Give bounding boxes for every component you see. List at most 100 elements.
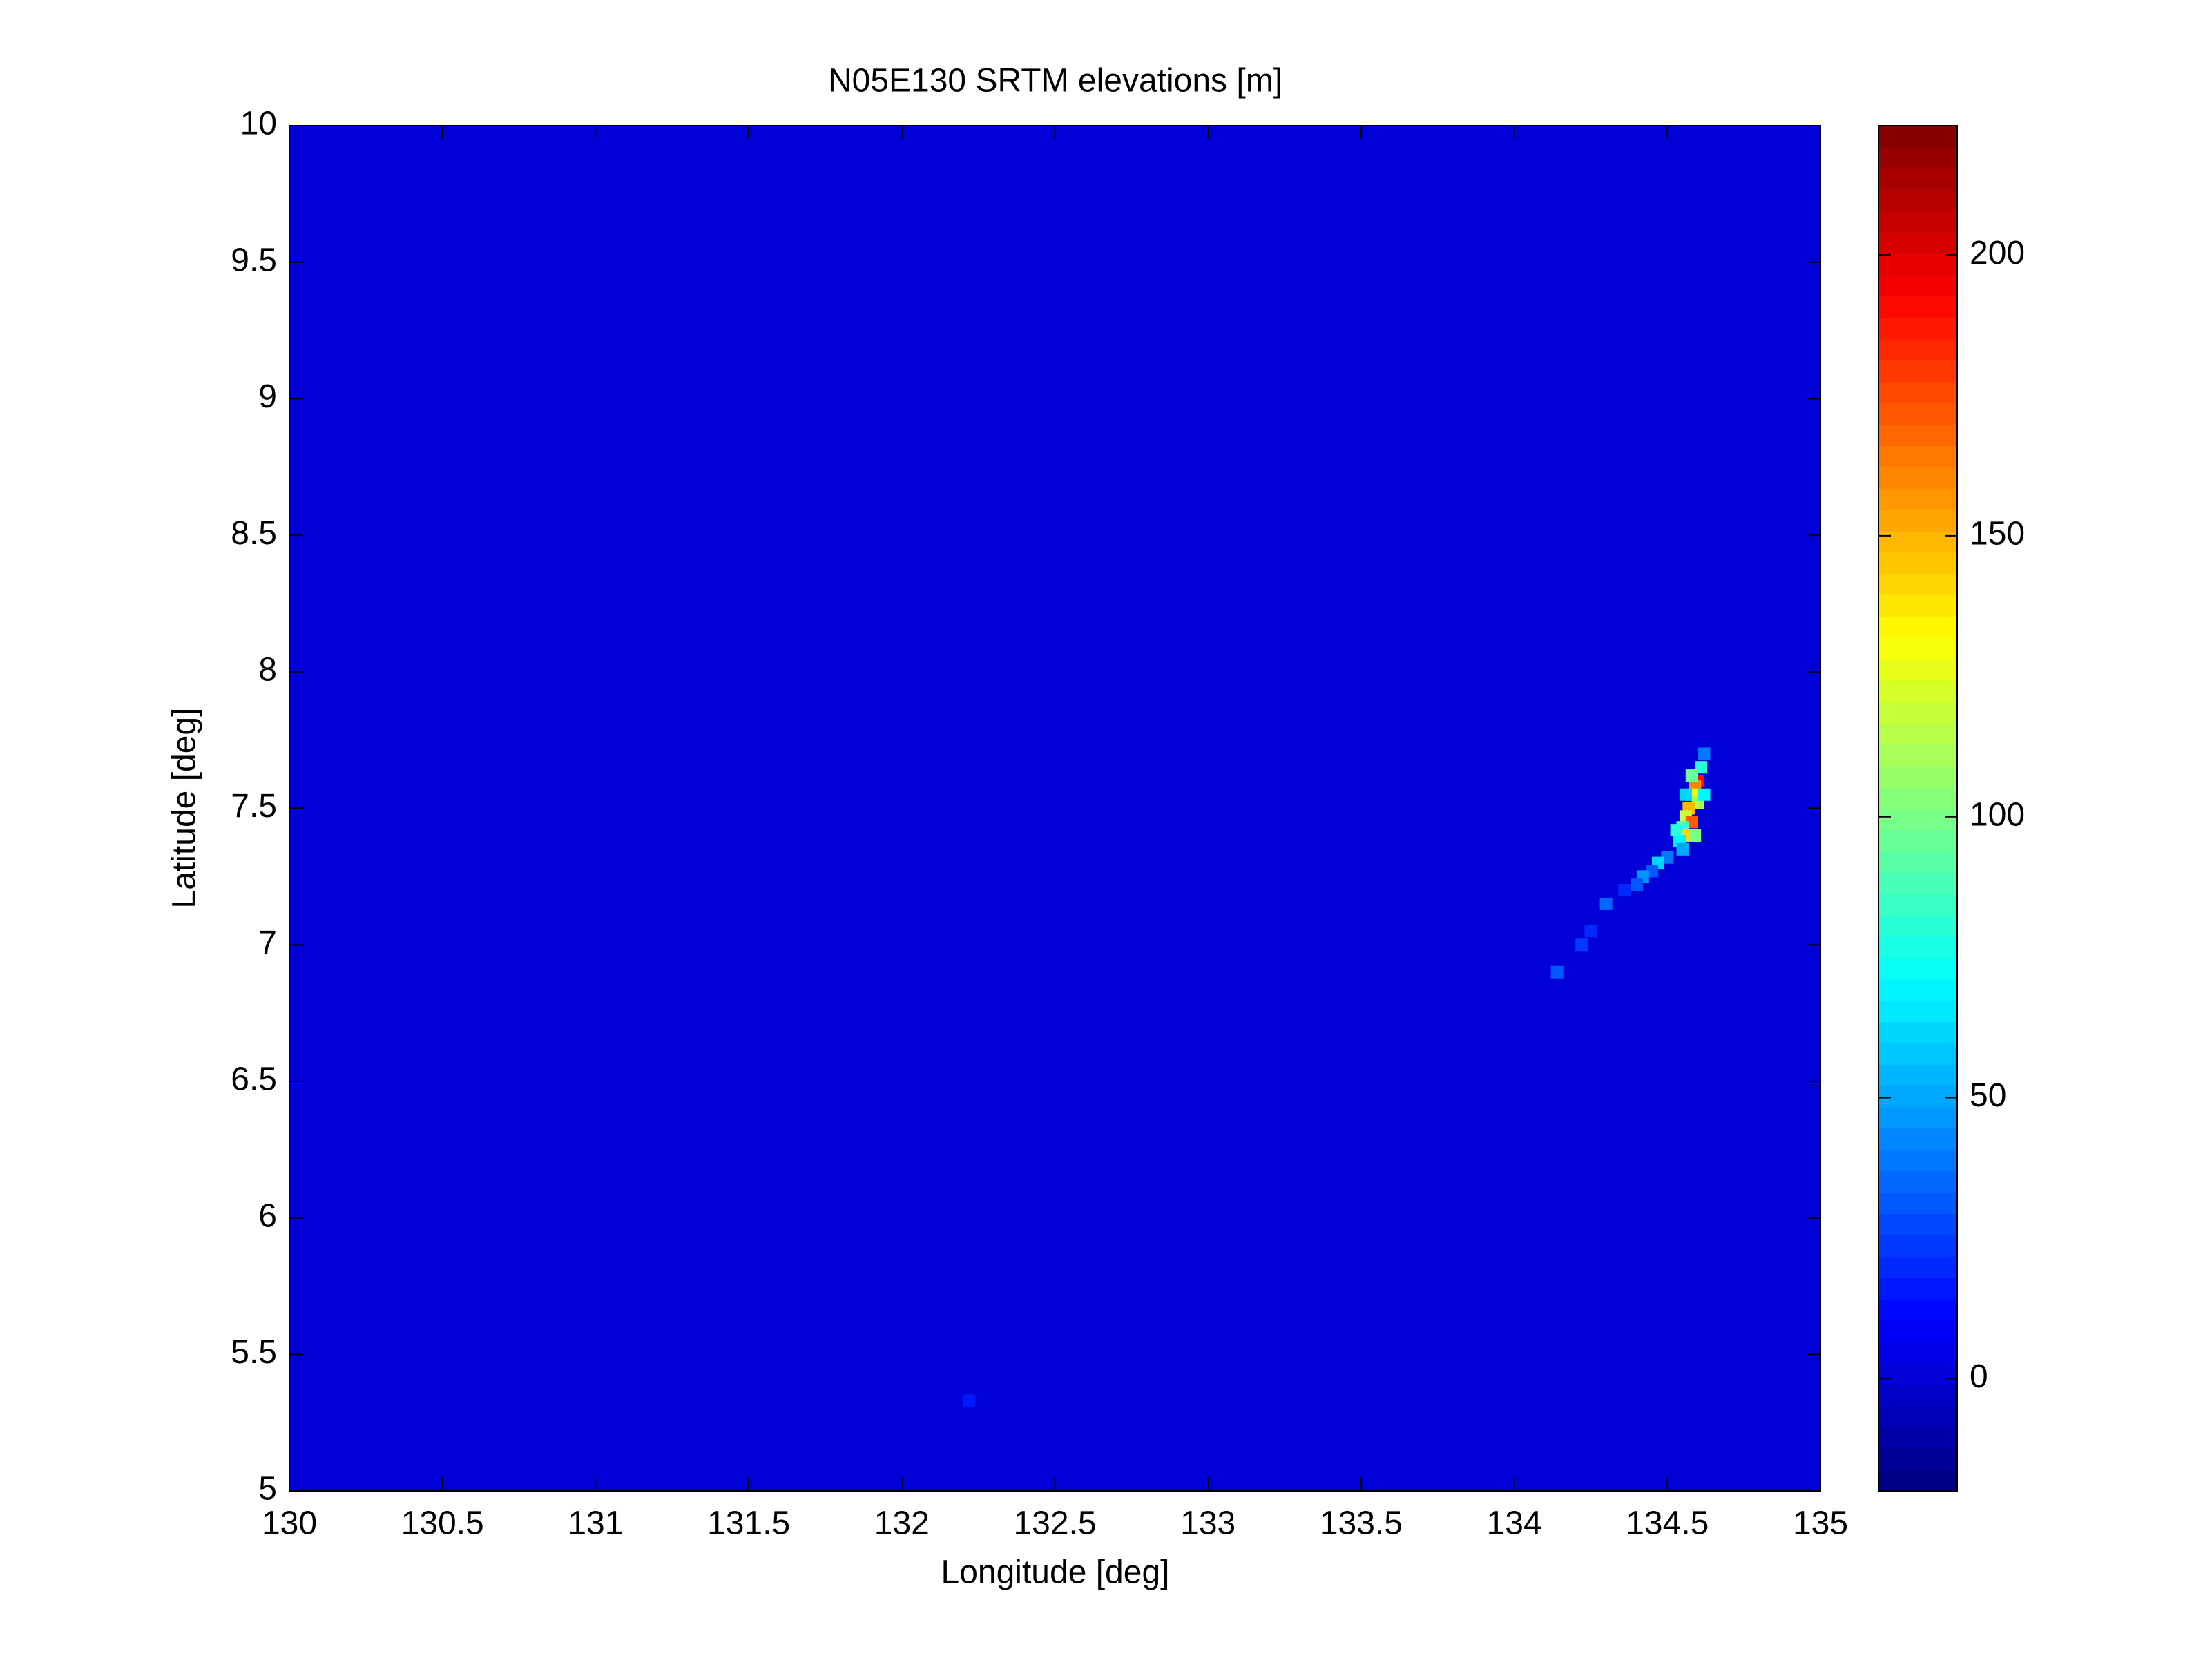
heatmap-cell [1679, 788, 1692, 801]
colorbar-step [1878, 275, 1957, 297]
y-tick-label: 6 [258, 1197, 277, 1234]
colorbar-step [1878, 445, 1957, 467]
colorbar-step [1878, 467, 1957, 489]
colorbar-step [1878, 1384, 1957, 1407]
colorbar-step [1878, 894, 1957, 916]
x-tick-label: 133.5 [1320, 1505, 1403, 1542]
x-tick-label: 131.5 [707, 1505, 790, 1542]
colorbar-step [1878, 530, 1957, 553]
colorbar-step [1878, 787, 1957, 809]
colorbar-step [1878, 146, 1957, 169]
y-tick-label: 10 [240, 106, 277, 142]
colorbar-step [1878, 1256, 1957, 1278]
colorbar-step [1878, 381, 1957, 404]
x-tick-label: 130.5 [401, 1505, 484, 1542]
colorbar-step [1878, 1128, 1957, 1150]
colorbar-step [1878, 1170, 1957, 1193]
colorbar-step [1878, 851, 1957, 873]
colorbar-step [1878, 659, 1957, 681]
heatmap-cell [1676, 842, 1689, 856]
colorbar-step [1878, 914, 1957, 937]
colorbar-step [1878, 1405, 1957, 1427]
y-tick-label: 5 [258, 1471, 277, 1507]
colorbar-step [1878, 1341, 1957, 1364]
y-tick-label: 8.5 [231, 515, 277, 552]
colorbar-step [1878, 403, 1957, 425]
colorbar-step [1878, 1021, 1957, 1043]
colorbar-step [1878, 702, 1957, 724]
heatmap-cell [1584, 925, 1597, 938]
x-tick-label: 132 [874, 1505, 930, 1542]
heatmap-cell [1685, 769, 1698, 782]
colorbar-tick-label: 50 [1970, 1077, 2006, 1114]
colorbar-step [1878, 338, 1957, 361]
colorbar-step [1878, 488, 1957, 510]
heatmap-background [289, 126, 1820, 1491]
heatmap-cell [1689, 829, 1702, 842]
colorbar-tick-label: 0 [1970, 1358, 1988, 1395]
heatmap-cell [1698, 747, 1711, 760]
colorbar-step [1878, 872, 1957, 894]
colorbar-step [1878, 318, 1957, 340]
heatmap-cell [1698, 788, 1711, 801]
colorbar-step [1878, 1235, 1957, 1257]
x-tick-label: 135 [1793, 1505, 1848, 1542]
y-tick-label: 7 [258, 925, 277, 961]
colorbar-step [1878, 1427, 1957, 1449]
colorbar-step [1878, 1149, 1957, 1172]
colorbar-step [1878, 296, 1957, 318]
y-axis-label: Latitude [deg] [166, 708, 203, 909]
colorbar-step [1878, 765, 1957, 788]
colorbar-step [1878, 808, 1957, 830]
colorbar-step [1878, 616, 1957, 638]
heatmap-cell [1599, 897, 1613, 910]
colorbar-step [1878, 1448, 1957, 1470]
colorbar-step [1878, 1043, 1957, 1065]
colorbar-step [1878, 744, 1957, 767]
colorbar-step [1878, 1278, 1957, 1300]
heatmap-cell [1575, 938, 1588, 952]
colorbar-step [1878, 211, 1957, 233]
colorbar-step [1878, 510, 1957, 532]
x-tick-label: 134 [1487, 1505, 1542, 1542]
colorbar-step [1878, 979, 1957, 1001]
colorbar-step [1878, 957, 1957, 980]
colorbar-step [1878, 595, 1957, 617]
colorbar-step [1878, 232, 1957, 254]
x-axis-label: Longitude [deg] [941, 1554, 1170, 1591]
colorbar-step [1878, 722, 1957, 745]
x-tick-label: 134.5 [1626, 1505, 1709, 1542]
colorbar-step [1878, 829, 1957, 851]
colorbar-step [1878, 1064, 1957, 1086]
colorbar-step [1878, 573, 1957, 596]
y-tick-label: 7.5 [231, 788, 277, 825]
heatmap-cell [1670, 824, 1683, 837]
colorbar-step [1878, 1213, 1957, 1235]
colorbar-step [1878, 637, 1957, 659]
heatmap-cell [1550, 965, 1564, 979]
colorbar-tick-label: 100 [1970, 796, 2025, 833]
y-tick-label: 8 [258, 651, 277, 688]
colorbar-step [1878, 189, 1957, 212]
y-tick-label: 6.5 [231, 1061, 277, 1098]
colorbar-step [1878, 360, 1957, 383]
colorbar-step [1878, 168, 1957, 191]
heatmap-cell [1630, 878, 1643, 891]
colorbar-frame [1878, 125, 1958, 1492]
colorbar-step [1878, 680, 1957, 702]
heatmap-cell [1618, 884, 1631, 897]
y-tick-label: 9 [258, 378, 277, 415]
colorbar-step [1878, 1320, 1957, 1342]
x-tick-label: 131 [568, 1505, 623, 1542]
colorbar-step [1878, 1086, 1957, 1108]
colorbar-step [1878, 1106, 1957, 1129]
colorbar-step [1878, 1362, 1957, 1385]
chart-title: N05E130 SRTM elevations [m] [828, 63, 1282, 99]
heatmap-cell [963, 1394, 976, 1407]
x-tick-label: 130 [262, 1505, 317, 1542]
y-tick-label: 5.5 [231, 1334, 277, 1371]
colorbar-step [1878, 1000, 1957, 1023]
y-tick-label: 9.5 [231, 242, 277, 278]
colorbar-step [1878, 424, 1957, 446]
